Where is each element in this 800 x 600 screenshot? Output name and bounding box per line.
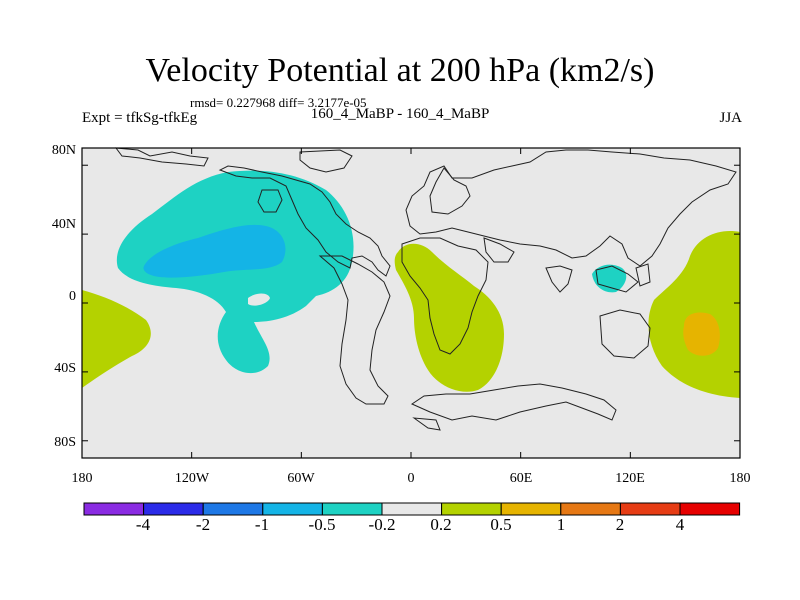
pacific-hole xyxy=(248,293,270,306)
coast-south-america xyxy=(318,255,391,405)
colorbar-box xyxy=(560,502,621,516)
x-tick-label: 120W xyxy=(175,471,210,486)
coast-arctic xyxy=(114,147,209,167)
coast-north-america xyxy=(218,165,391,277)
colorbar-box xyxy=(500,502,562,516)
west-pacific-positive xyxy=(82,290,151,388)
coast-greenland xyxy=(299,149,353,173)
stats-line: rmsd= 0.227968 diff= 3.2177e-05 xyxy=(190,95,367,110)
colorbar-label: -1 xyxy=(255,515,269,534)
colorbar-label: -2 xyxy=(196,515,210,534)
chart-title: Velocity Potential at 200 hPa (km2/s) xyxy=(145,52,655,89)
coastlines xyxy=(114,147,737,431)
coast-antarctic-peninsula xyxy=(412,417,441,431)
colorbar-label: 4 xyxy=(676,515,685,534)
coast-europe-inner xyxy=(429,167,471,215)
colorbar-label: -4 xyxy=(136,515,151,534)
coast-southeast-asia xyxy=(595,265,639,293)
colorbar-box xyxy=(202,502,264,516)
x-tick-label: 0 xyxy=(408,471,415,486)
experiment-label: Expt = tfkSg-tfkEg xyxy=(82,110,198,126)
coast-hudson xyxy=(257,189,283,213)
colorbar-box xyxy=(321,502,383,516)
colorbar-box xyxy=(262,502,323,516)
coast-india xyxy=(545,265,573,293)
x-tick-label: 60W xyxy=(287,471,315,486)
southeast-asia-negative xyxy=(592,264,627,293)
north-pacific-negative xyxy=(116,170,354,374)
colorbar-box xyxy=(619,502,681,516)
colorbar xyxy=(83,502,741,516)
x-tick-labels: 180 120W 60W 0 60E 120E 180 xyxy=(72,471,751,486)
colorbar-box xyxy=(83,502,145,516)
colorbar-box xyxy=(381,502,443,516)
y-tick-labels: 80N 40N 0 40S 80S xyxy=(52,143,76,450)
colorbar-label: 0.2 xyxy=(430,515,451,534)
colorbar-label: 1 xyxy=(557,515,566,534)
west-pacific-core xyxy=(683,312,720,356)
north-pacific-core xyxy=(143,224,286,278)
tick-marks xyxy=(81,148,741,458)
y-tick-label: 80N xyxy=(52,143,76,158)
colorbar-label: 0.5 xyxy=(490,515,511,534)
y-tick-label: 40N xyxy=(52,217,76,232)
colorbar-label: 2 xyxy=(616,515,625,534)
x-tick-label: 120E xyxy=(615,471,645,486)
colorbar-label: -0.2 xyxy=(369,515,396,534)
case-label: 160_4_MaBP - 160_4_MaBP xyxy=(310,106,490,122)
season-label: JJA xyxy=(719,110,742,126)
x-tick-label: 180 xyxy=(72,471,93,486)
x-tick-label: 180 xyxy=(730,471,751,486)
coast-australia xyxy=(599,309,651,359)
coast-japan xyxy=(635,263,651,287)
y-tick-label: 80S xyxy=(54,435,76,450)
y-tick-label: 0 xyxy=(69,289,76,304)
coast-eurasia xyxy=(405,149,737,267)
colorbar-box xyxy=(441,502,502,516)
coast-arabia xyxy=(483,237,515,263)
africa-positive xyxy=(394,243,504,392)
coast-antarctica xyxy=(410,383,617,421)
colorbar-box xyxy=(679,502,741,516)
x-tick-label: 60E xyxy=(510,471,533,486)
colorbar-labels: -4 -2 -1 -0.5 -0.2 0.2 0.5 1 2 4 xyxy=(136,515,685,534)
contour-fills xyxy=(82,170,740,398)
coast-africa xyxy=(401,237,489,355)
y-tick-label: 40S xyxy=(54,361,76,376)
colorbar-box xyxy=(143,502,204,516)
colorbar-label: -0.5 xyxy=(309,515,336,534)
